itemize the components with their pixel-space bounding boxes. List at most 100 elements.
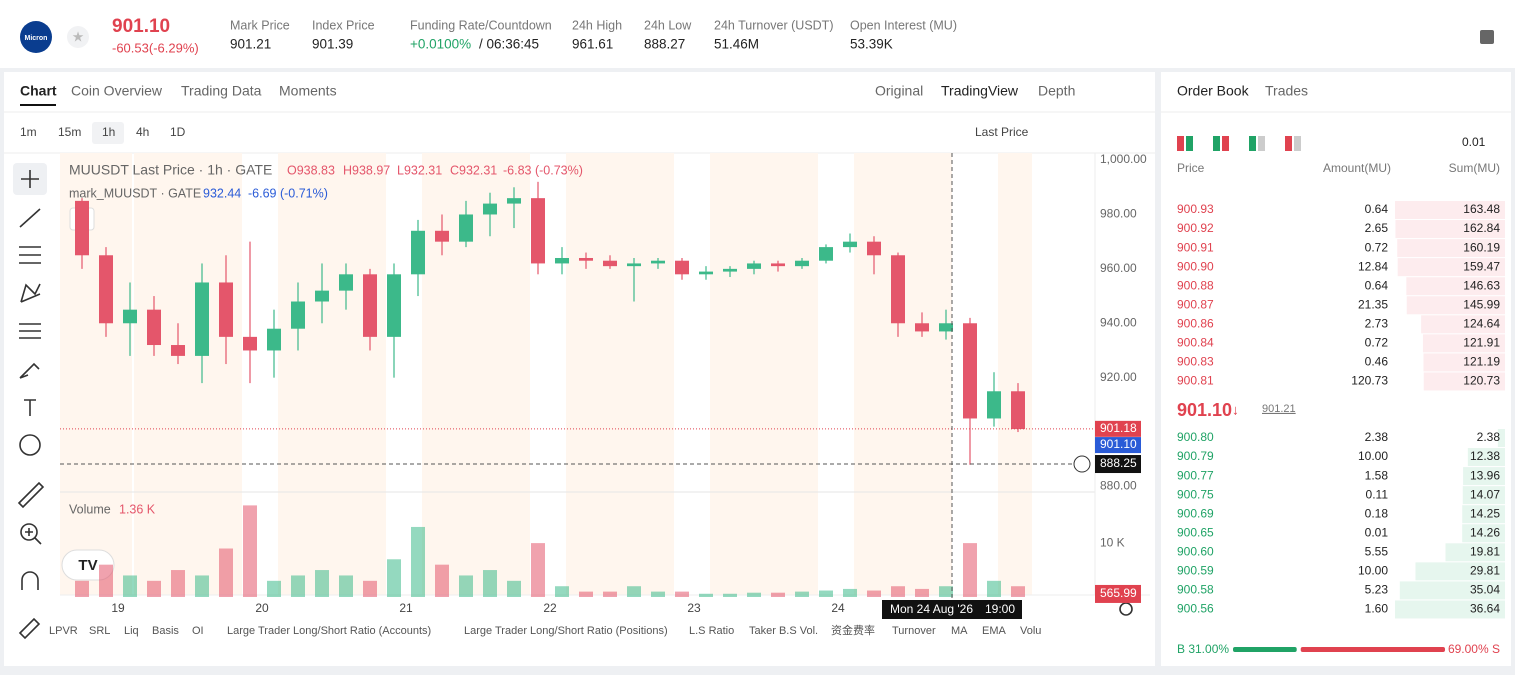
interval[interactable]: 1D (170, 125, 186, 139)
candle-body (675, 260, 689, 275)
axis-settings[interactable] (1119, 602, 1133, 616)
view-tab[interactable]: TradingView (941, 83, 1019, 99)
volume-bar (819, 590, 833, 597)
volume-bar (843, 588, 857, 597)
layout-icon[interactable] (1213, 136, 1220, 151)
ob-price: 900.59 (1177, 564, 1214, 578)
ob-sum: 35.04 (1470, 583, 1500, 597)
indicator[interactable]: Large Trader Long/Short Ratio (Positions… (464, 625, 668, 637)
ob-tab[interactable]: Order Book (1177, 83, 1250, 99)
candle-body (579, 257, 593, 261)
ob-price: 900.58 (1177, 583, 1214, 597)
tab[interactable]: Chart (20, 83, 57, 99)
interval[interactable]: 15m (58, 125, 81, 139)
indicator[interactable]: Volu (1020, 625, 1041, 637)
candle-body (123, 309, 137, 324)
candle-body (99, 255, 113, 324)
stat-extra: / 06:36:45 (479, 37, 539, 52)
indicator[interactable]: Turnover (892, 625, 936, 637)
view-tab[interactable]: Depth (1038, 83, 1075, 99)
interval[interactable]: 1h (102, 125, 115, 139)
ob-sum: 14.25 (1470, 506, 1500, 520)
settings-icon[interactable] (1480, 30, 1494, 44)
volume-bar (315, 570, 329, 597)
layout-icon[interactable] (1294, 136, 1301, 151)
ob-price: 900.83 (1177, 355, 1214, 369)
indicator[interactable]: 资金费率 (831, 623, 875, 637)
candle-body (603, 260, 617, 267)
x-tick-label: 20 (255, 601, 269, 615)
layout-icon[interactable] (1249, 136, 1256, 151)
depth-bar (1445, 543, 1505, 562)
candle-body (1011, 391, 1025, 430)
candle-body (315, 290, 329, 302)
ob-tab[interactable]: Trades (1265, 83, 1308, 99)
indicator[interactable]: LPVR (49, 625, 78, 637)
buy-ratio: B 31.00% (1177, 642, 1229, 656)
ob-amount: 0.72 (1365, 240, 1389, 254)
candle-body (507, 198, 521, 204)
indicator[interactable]: EMA (982, 625, 1007, 637)
depth-bar (1462, 505, 1505, 524)
chart-tools[interactable] (13, 163, 47, 640)
y-tick-label: 980.00 (1100, 207, 1137, 221)
interval[interactable]: 1m (20, 125, 37, 139)
volume-bar (123, 575, 137, 597)
ob-amount: 5.23 (1365, 583, 1389, 597)
layout-icon[interactable] (1258, 136, 1265, 151)
volume-readout: 1.36 K (119, 502, 156, 516)
layout-icon[interactable] (1222, 136, 1229, 151)
candle-body (891, 255, 905, 324)
interval-selected[interactable] (92, 122, 124, 144)
ob-amount: 2.38 (1365, 430, 1389, 444)
candle-body (987, 391, 1001, 419)
indicator[interactable]: Liq (124, 625, 139, 637)
indicator[interactable]: MA (951, 625, 968, 637)
depth-bar (1462, 486, 1505, 505)
crosshair-plus[interactable] (1073, 455, 1091, 473)
top-bar (0, 0, 1515, 68)
ob-price: 900.77 (1177, 468, 1214, 482)
favorite[interactable] (67, 26, 89, 48)
ob-price: 900.80 (1177, 430, 1214, 444)
candle-body (699, 271, 713, 275)
ob-price: 900.90 (1177, 259, 1214, 273)
volume-bar (171, 570, 185, 597)
depth-bar (1467, 448, 1505, 467)
logo-text: Micron (25, 35, 48, 42)
indicator[interactable]: L.S Ratio (689, 625, 734, 637)
interval[interactable]: 4h (136, 125, 149, 139)
layout-icon[interactable] (1186, 136, 1193, 151)
chart-title: MUUSDT Last Price · 1h · GATE (69, 162, 272, 178)
mark-price-label: 901.18 (1100, 421, 1137, 435)
indicator[interactable]: Large Trader Long/Short Ratio (Accounts) (227, 625, 431, 637)
y-tick-label: 880.00 (1100, 479, 1137, 493)
precision[interactable]: 0.01 (1462, 135, 1486, 149)
crosshair-price-box (1095, 455, 1141, 474)
indicator[interactable]: OI (192, 625, 204, 637)
layout-icon[interactable] (1177, 136, 1184, 151)
indicator[interactable]: Basis (152, 625, 179, 637)
ob-sum: 2.38 (1477, 430, 1501, 444)
ob-sum: 19.81 (1470, 544, 1500, 558)
ob-sum: 121.91 (1463, 336, 1500, 350)
tab[interactable]: Moments (279, 83, 337, 99)
indicator[interactable]: Taker B.S Vol. (749, 625, 818, 637)
indicator[interactable]: SRL (89, 625, 110, 637)
logo (20, 21, 52, 53)
view-tab[interactable]: Original (875, 83, 923, 99)
candle-body (195, 282, 209, 356)
price-source[interactable]: Last Price (975, 125, 1029, 139)
candle-body (627, 263, 641, 267)
tab[interactable]: Coin Overview (71, 83, 163, 99)
stat-value: 961.61 (572, 37, 613, 52)
candle-body (915, 323, 929, 332)
layout-icon[interactable] (1285, 136, 1292, 151)
volume-bar (195, 575, 209, 597)
tab[interactable]: Trading Data (181, 83, 262, 99)
volume-bar (75, 580, 89, 597)
star[interactable]: ★ (72, 29, 85, 45)
ob-amount: 2.65 (1365, 221, 1389, 235)
volume-bar (291, 575, 305, 597)
ob-price: 900.92 (1177, 221, 1214, 235)
